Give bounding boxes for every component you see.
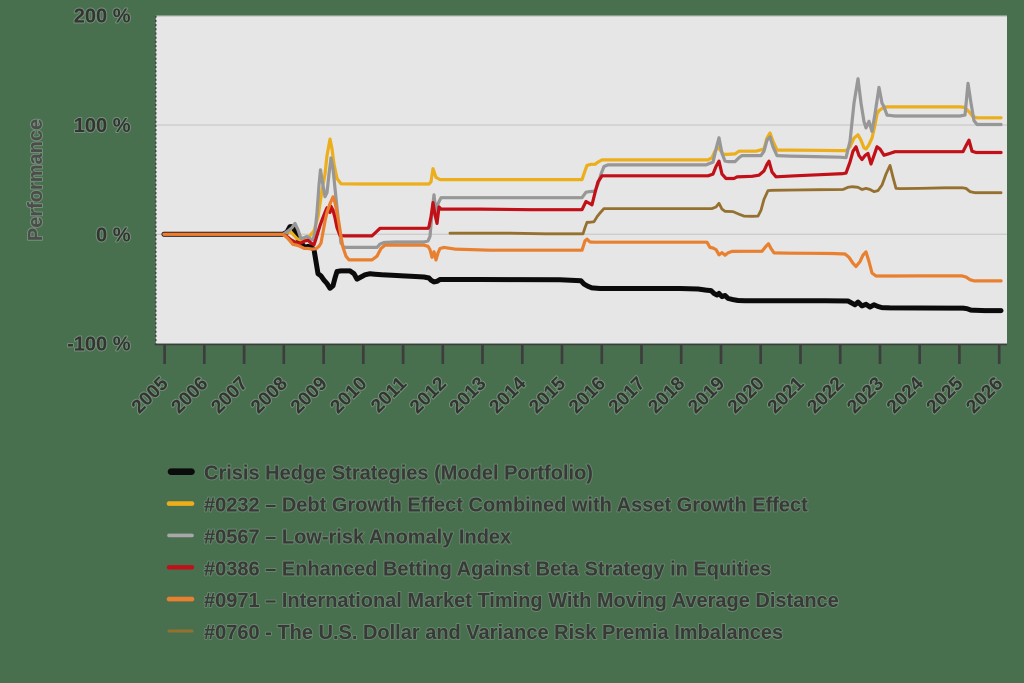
svg-text:#0760 - The U.S. Dollar and Va: #0760 - The U.S. Dollar and Variance Ris… [204, 622, 783, 644]
svg-text:2006: 2006 [168, 373, 213, 418]
svg-text:2012: 2012 [406, 373, 451, 418]
svg-text:Performance: Performance [25, 119, 47, 241]
svg-text:#0567 – Low-risk Anomaly Index: #0567 – Low-risk Anomaly Index [204, 526, 511, 548]
svg-text:2018: 2018 [644, 373, 689, 418]
svg-text:100 %: 100 % [74, 115, 131, 137]
svg-text:2010: 2010 [327, 373, 372, 418]
svg-text:200 %: 200 % [74, 6, 131, 28]
svg-text:2007: 2007 [207, 373, 252, 418]
svg-text:#0386 – Enhanced Betting Again: #0386 – Enhanced Betting Against Beta St… [204, 558, 771, 580]
svg-text:Crisis Hedge Strategies (Model: Crisis Hedge Strategies (Model Portfolio… [204, 463, 593, 485]
svg-text:2021: 2021 [764, 373, 809, 418]
svg-text:Performance: Performance [25, 119, 47, 241]
svg-text:100 %: 100 % [74, 115, 131, 137]
svg-text:2024: 2024 [883, 373, 928, 418]
svg-text:2015: 2015 [525, 373, 570, 418]
svg-text:2025: 2025 [923, 373, 968, 418]
svg-text:2011: 2011 [367, 373, 411, 417]
svg-text:#0760 - The U.S. Dollar and Va: #0760 - The U.S. Dollar and Variance Ris… [204, 622, 783, 644]
svg-text:Crisis Hedge Strategies (Model: Crisis Hedge Strategies (Model Portfolio… [204, 463, 593, 485]
svg-text:2013: 2013 [446, 373, 491, 418]
svg-text:0 %: 0 % [96, 224, 131, 246]
svg-text:2008: 2008 [247, 373, 292, 418]
svg-text:#0567 – Low-risk Anomaly Index: #0567 – Low-risk Anomaly Index [204, 526, 511, 548]
svg-text:#0232 – Debt Growth Effect Com: #0232 – Debt Growth Effect Combined with… [204, 495, 808, 517]
svg-text:2026: 2026 [962, 373, 1007, 418]
svg-text:2019: 2019 [684, 373, 729, 418]
svg-text:0 %: 0 % [96, 224, 131, 246]
svg-text:#0971 – International Market T: #0971 – International Market Timing With… [204, 590, 839, 612]
svg-text:2020: 2020 [724, 373, 769, 418]
svg-text:2009: 2009 [287, 373, 332, 418]
svg-text:200 %: 200 % [74, 6, 131, 28]
svg-text:2016: 2016 [565, 373, 610, 418]
svg-text:2014: 2014 [486, 373, 531, 418]
svg-text:-100 %: -100 % [67, 334, 131, 356]
svg-text:2023: 2023 [843, 373, 888, 418]
svg-text:#0232 – Debt Growth Effect Com: #0232 – Debt Growth Effect Combined with… [204, 495, 808, 517]
svg-text:2005: 2005 [128, 373, 173, 418]
svg-text:-100 %: -100 % [67, 334, 131, 356]
svg-text:#0971 – International Market T: #0971 – International Market Timing With… [204, 590, 839, 612]
svg-text:2017: 2017 [605, 373, 650, 418]
svg-text:#0386 – Enhanced Betting Again: #0386 – Enhanced Betting Against Beta St… [204, 558, 771, 580]
svg-text:2022: 2022 [803, 373, 848, 418]
